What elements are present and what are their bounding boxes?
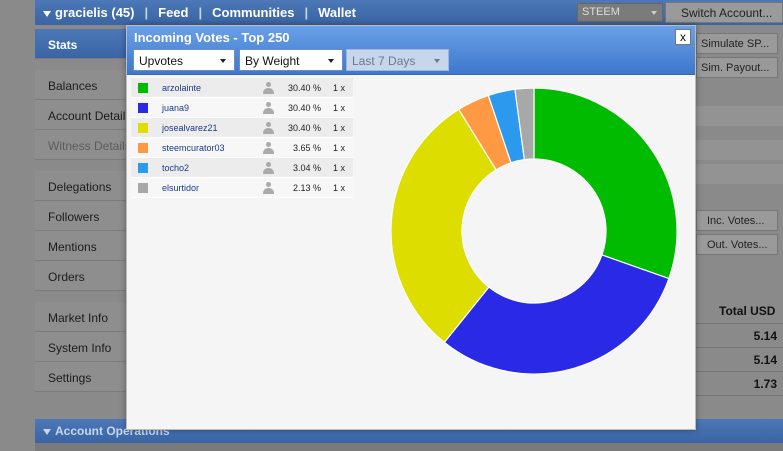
user-icon[interactable] bbox=[263, 82, 274, 94]
nav-communities[interactable]: Communities bbox=[212, 5, 295, 20]
sidebar-item-stats[interactable]: Stats bbox=[35, 29, 140, 59]
inc-votes-button[interactable]: Inc. Votes... bbox=[696, 210, 778, 231]
nav-separator: | bbox=[198, 5, 203, 20]
panel-divider bbox=[695, 164, 783, 184]
vote-type-value: Upvotes bbox=[139, 54, 184, 68]
legend-swatch bbox=[138, 163, 148, 173]
voter-name-link[interactable]: elsurtidor bbox=[162, 183, 200, 193]
vote-percent: 3.65 % bbox=[292, 143, 321, 153]
vote-count: 1 x bbox=[332, 163, 345, 173]
legend-swatch bbox=[138, 143, 148, 153]
nav-feed[interactable]: Feed bbox=[158, 5, 189, 20]
legend-swatch bbox=[138, 123, 148, 133]
user-icon[interactable] bbox=[263, 122, 274, 134]
table-row: elsurtidor 2.13 % 1 x bbox=[131, 178, 353, 198]
sidebar-item-account-details[interactable]: Account Details bbox=[35, 100, 140, 130]
bottom-strip bbox=[35, 443, 783, 451]
total-usd-value: 1.73 bbox=[695, 372, 783, 396]
total-usd-value: 5.14 bbox=[695, 348, 783, 372]
account-menu[interactable]: gracielis (45) bbox=[43, 5, 135, 20]
sidebar-item-system-info[interactable]: System Info bbox=[35, 332, 140, 362]
donut-slice-juana9[interactable] bbox=[443, 254, 670, 374]
sidebar-item-delegations[interactable]: Delegations bbox=[35, 171, 140, 201]
sidebar-item-orders[interactable]: Orders bbox=[35, 261, 140, 291]
table-row: josealvarez21 30.40 % 1 x bbox=[131, 118, 353, 138]
legend-swatch bbox=[138, 183, 148, 193]
sidebar-item-market-info[interactable]: Market Info bbox=[35, 302, 140, 332]
account-username: gracielis (45) bbox=[55, 5, 135, 20]
panel-divider bbox=[695, 140, 783, 160]
table-row: tocho2 3.04 % 1 x bbox=[131, 158, 353, 178]
voter-name-link[interactable]: tocho2 bbox=[162, 163, 190, 173]
vote-count: 1 x bbox=[332, 83, 345, 93]
voter-name-link[interactable]: steemcurator03 bbox=[162, 143, 225, 153]
votes-table: arzolainte 30.40 % 1 x juana9 30.40 % 1 x jose… bbox=[131, 78, 353, 198]
sidebar-spacer bbox=[35, 291, 140, 302]
vote-percent: 3.04 % bbox=[292, 163, 321, 173]
vote-count: 1 x bbox=[332, 123, 345, 133]
total-usd-value: 5.14 bbox=[695, 324, 783, 348]
legend-swatch bbox=[138, 103, 148, 113]
dialog-title: Incoming Votes - Top 250 bbox=[134, 30, 290, 45]
dialog-header: Incoming Votes - Top 250 x Upvotes By We… bbox=[127, 26, 695, 75]
total-usd-header: Total USD bbox=[695, 298, 783, 324]
close-button[interactable]: x bbox=[675, 29, 691, 45]
vote-type-dropdown[interactable]: Upvotes bbox=[133, 49, 235, 71]
top-nav-bar: gracielis (45) | Feed | Communities | Wa… bbox=[35, 0, 783, 25]
donut-slice-elsurtidor[interactable] bbox=[514, 88, 535, 161]
currency-select[interactable]: STEEM bbox=[577, 3, 663, 22]
chevron-down-icon bbox=[328, 59, 334, 63]
voter-name-link[interactable]: arzolainte bbox=[162, 83, 202, 93]
sidebar-item-balances[interactable]: Balances bbox=[35, 70, 140, 100]
chevron-down-icon bbox=[434, 59, 440, 63]
donut-slice-josealvarez21[interactable] bbox=[391, 108, 497, 344]
vote-percent: 2.13 % bbox=[292, 183, 321, 193]
votes-donut-chart bbox=[391, 88, 677, 374]
vote-count: 1 x bbox=[332, 103, 345, 113]
chevron-down-icon bbox=[651, 11, 657, 15]
sidebar-item-settings[interactable]: Settings bbox=[35, 362, 140, 392]
voter-name-link[interactable]: juana9 bbox=[162, 103, 190, 113]
incoming-votes-dialog: Incoming Votes - Top 250 x Upvotes By We… bbox=[126, 25, 696, 430]
sort-value: By Weight bbox=[245, 54, 300, 68]
sidebar-spacer bbox=[35, 59, 140, 70]
sort-dropdown[interactable]: By Weight bbox=[239, 49, 343, 71]
vote-count: 1 x bbox=[332, 143, 345, 153]
table-row: arzolainte 30.40 % 1 x bbox=[131, 78, 353, 98]
sidebar-item-followers[interactable]: Followers bbox=[35, 201, 140, 231]
vote-percent: 30.40 % bbox=[287, 83, 321, 93]
user-icon[interactable] bbox=[263, 102, 274, 114]
legend-swatch bbox=[138, 83, 148, 93]
simulate-sp-button[interactable]: Simulate SP... bbox=[696, 33, 778, 54]
switch-account-button[interactable]: Switch Account... bbox=[665, 2, 783, 23]
vote-count: 1 x bbox=[332, 183, 345, 193]
user-icon[interactable] bbox=[263, 182, 274, 194]
currency-select-value: STEEM bbox=[582, 6, 620, 18]
vote-percent: 30.40 % bbox=[287, 123, 321, 133]
donut-slice-arzolainte[interactable] bbox=[533, 88, 677, 280]
user-icon[interactable] bbox=[263, 142, 274, 154]
top-nav: gracielis (45) | Feed | Communities | Wa… bbox=[43, 5, 356, 20]
sim-payout-button[interactable]: Sim. Payout... bbox=[696, 57, 778, 78]
user-icon[interactable] bbox=[263, 162, 274, 174]
chevron-down-icon bbox=[220, 59, 226, 63]
period-value: Last 7 Days bbox=[352, 54, 416, 68]
sidebar-spacer bbox=[35, 160, 140, 171]
period-dropdown: Last 7 Days bbox=[346, 49, 449, 71]
sidebar-item-witness-details: Witness Details bbox=[35, 130, 140, 160]
chevron-down-icon bbox=[43, 10, 51, 17]
voter-name-link[interactable]: josealvarez21 bbox=[162, 123, 218, 133]
nav-wallet[interactable]: Wallet bbox=[318, 5, 356, 20]
vote-percent: 30.40 % bbox=[287, 103, 321, 113]
sidebar-item-mentions[interactable]: Mentions bbox=[35, 231, 140, 261]
chevron-down-icon bbox=[43, 428, 51, 435]
table-row: juana9 30.40 % 1 x bbox=[131, 98, 353, 118]
nav-separator: | bbox=[304, 5, 309, 20]
nav-separator: | bbox=[144, 5, 149, 20]
sidebar: Stats Balances Account Details Witness D… bbox=[35, 29, 140, 392]
table-row: steemcurator03 3.65 % 1 x bbox=[131, 138, 353, 158]
out-votes-button[interactable]: Out. Votes... bbox=[696, 234, 778, 255]
panel-divider bbox=[695, 106, 783, 126]
